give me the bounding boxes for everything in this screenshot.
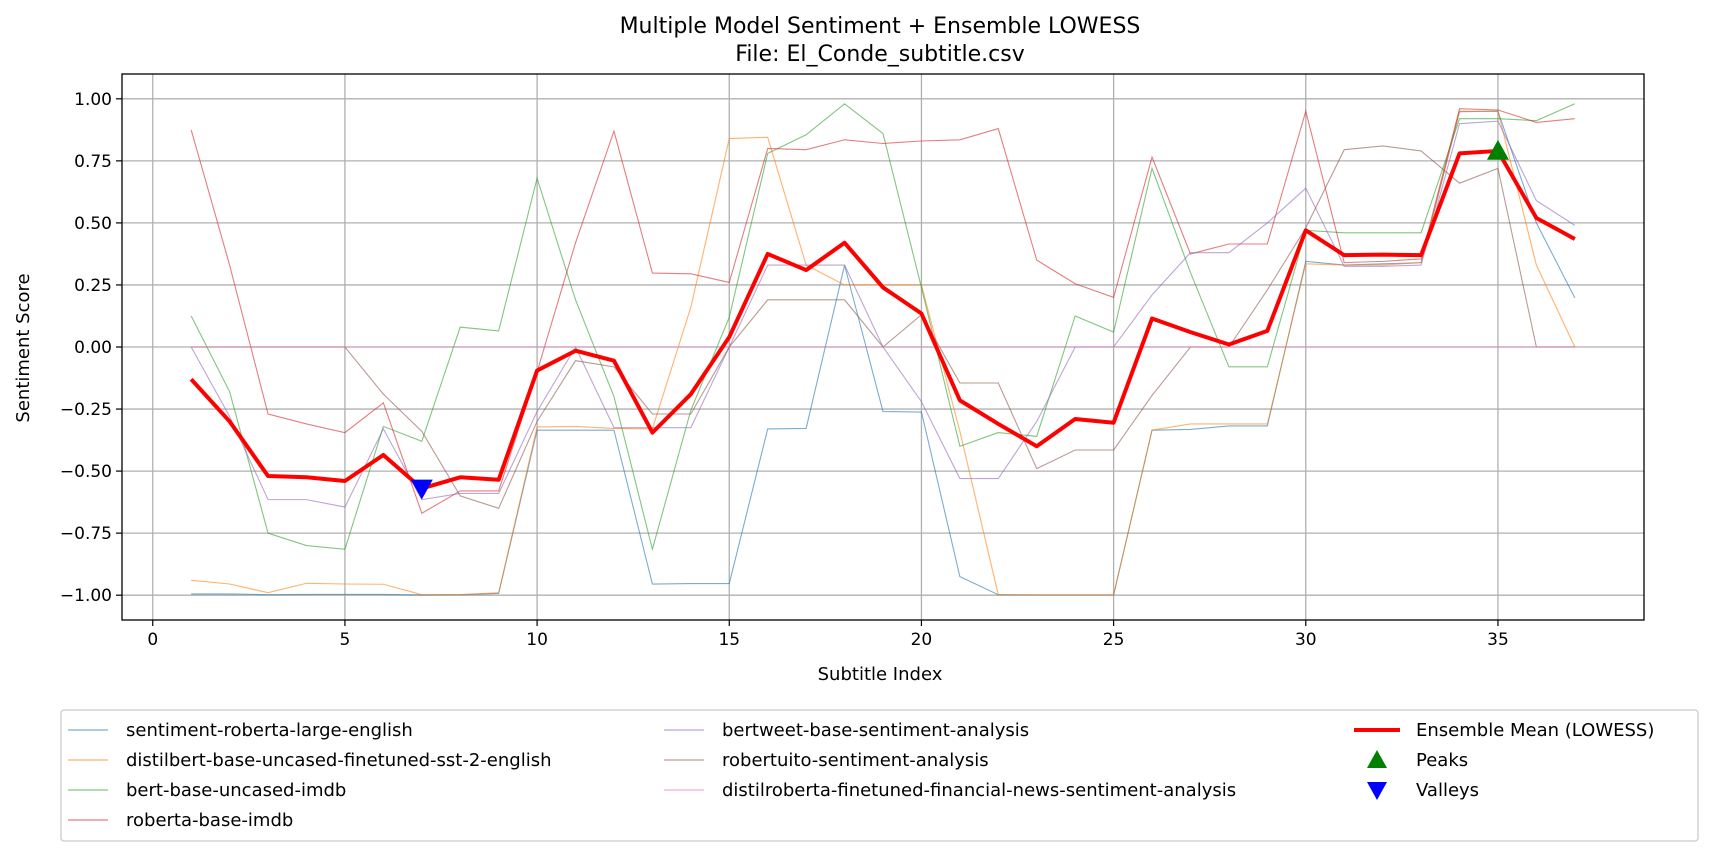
x-tick-label: 30 — [1295, 630, 1317, 650]
y-axis: −1.00 −0.75 −0.50 −0.25 0.00 0.25 0.50 0.75 1.00 — [60, 90, 122, 606]
y-tick-label: −0.75 — [60, 524, 112, 544]
legend-label: roberta-base-imdb — [126, 810, 293, 831]
legend-label: distilroberta-finetuned-financial-news-s… — [722, 780, 1236, 801]
x-axis-label: Subtitle Index — [818, 664, 943, 685]
legend-label: bertweet-base-sentiment-analysis — [722, 720, 1029, 741]
legend-label: sentiment-roberta-large-english — [126, 720, 413, 741]
series-line-sentiment-roberta-large-english — [191, 110, 1576, 596]
series-line-bert-base-uncased-imdb — [190, 103, 1576, 552]
plot-area — [121, 73, 1645, 621]
ensemble-line — [189, 148, 1576, 491]
legend-label: Ensemble Mean (LOWESS) — [1416, 720, 1654, 741]
markers — [410, 139, 1509, 500]
x-tick-label: 15 — [718, 630, 740, 650]
series-line-roberta-base-imdb — [190, 108, 1575, 515]
series-line-distilbert-base-uncased-finetuned-sst-2-english — [191, 110, 1576, 596]
x-tick-label: 0 — [147, 630, 158, 650]
y-axis-label: Sentiment Score — [13, 273, 34, 422]
legend: sentiment-roberta-large-english distilber… — [60, 709, 1699, 842]
valley-marker — [410, 479, 433, 500]
y-tick-label: −0.50 — [60, 462, 112, 482]
x-tick-label: 10 — [526, 630, 548, 650]
series-line-robertuito-sentiment-analysis — [191, 145, 1575, 509]
legend-swatch-valleys — [1367, 782, 1387, 800]
x-tick-label: 20 — [911, 630, 933, 650]
chart-subtitle: File: El_Conde_subtitle.csv — [735, 42, 1024, 67]
chart-title: Multiple Model Sentiment + Ensemble LOWE… — [620, 14, 1141, 39]
y-tick-label: 0.50 — [74, 214, 112, 234]
y-tick-label: 0.75 — [74, 152, 112, 172]
legend-label: Valleys — [1416, 780, 1479, 801]
y-tick-label: 0.25 — [74, 276, 112, 296]
y-tick-label: −0.25 — [60, 400, 112, 420]
peak-marker — [1486, 139, 1509, 160]
legend-label: Peaks — [1416, 750, 1468, 771]
y-tick-label: 0.00 — [74, 338, 112, 358]
x-tick-label: 35 — [1487, 630, 1509, 650]
x-tick-label: 25 — [1103, 630, 1125, 650]
x-axis: 0 5 10 15 20 25 30 35 — [147, 620, 1509, 650]
y-tick-label: 1.00 — [74, 90, 112, 110]
series-layer — [189, 103, 1576, 596]
y-tick-label: −1.00 — [60, 586, 112, 606]
series-line-bertweet-base-sentiment-analysis — [190, 120, 1576, 508]
legend-label: bert-base-uncased-imdb — [126, 780, 346, 801]
legend-box — [60, 709, 1699, 842]
legend-label: robertuito-sentiment-analysis — [722, 750, 989, 771]
x-tick-label: 5 — [340, 630, 351, 650]
legend-label: distilbert-base-uncased-finetuned-sst-2-… — [126, 750, 551, 771]
legend-swatch-peaks — [1367, 750, 1387, 768]
